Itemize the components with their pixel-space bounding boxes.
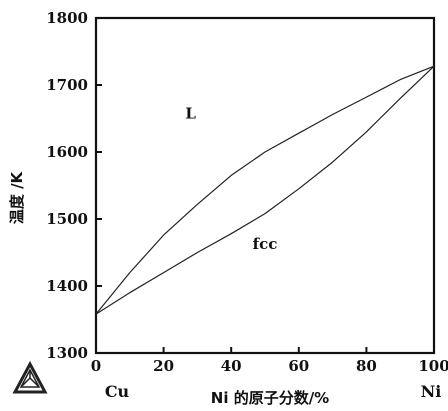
y-tick-label: 1700: [46, 76, 88, 94]
x-tick-label: 80: [356, 357, 377, 375]
x-tick-label: 100: [418, 357, 448, 375]
y-tick-label: 1500: [46, 210, 88, 228]
x-end-label-right: Ni: [421, 382, 442, 401]
y-axis-title: 温度 /K: [8, 170, 26, 224]
x-axis-title: Ni 的原子分数/%: [211, 389, 329, 407]
x-tick-label: 20: [153, 357, 174, 375]
y-tick-label: 1600: [46, 143, 88, 161]
y-tick-label: 1800: [46, 9, 88, 27]
triangle-logo-icon: [12, 360, 48, 394]
series-layer: [95, 65, 435, 315]
x-tick-label: 40: [221, 357, 242, 375]
solidus-curve: [95, 65, 435, 315]
x-tick-label: 0: [91, 357, 101, 375]
liquidus-curve: [95, 65, 435, 315]
region-label: L: [185, 105, 196, 123]
y-axis-ticks: 1300 1400 1500 1600 1700 1800: [46, 9, 102, 362]
y-tick-label: 1300: [46, 344, 88, 362]
x-tick-label: 60: [288, 357, 309, 375]
x-end-label-left: Cu: [105, 382, 130, 401]
y-tick-label: 1400: [46, 277, 88, 295]
x-axis-ticks: 0 20 40 60 80 100: [91, 347, 448, 375]
region-label: fcc: [253, 235, 278, 253]
plot-area-frame: [94, 16, 436, 355]
